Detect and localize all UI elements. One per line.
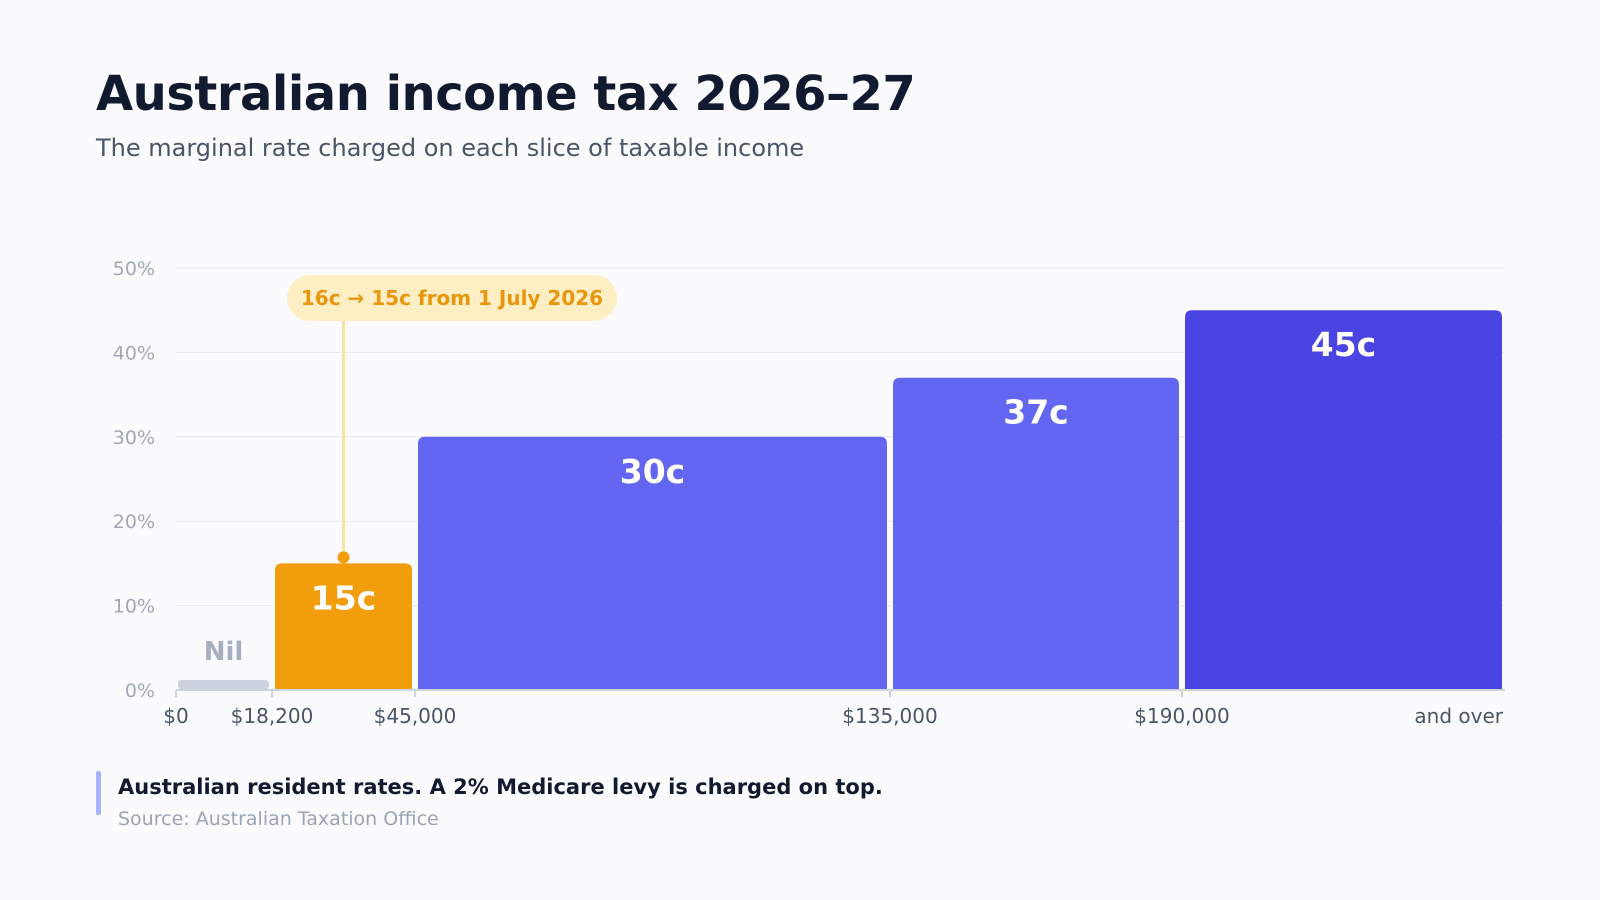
- annotation-text: 16c → 15c from 1 July 2026: [301, 286, 603, 310]
- y-tick-label: 30%: [113, 427, 155, 449]
- x-tick-label: $45,000: [374, 704, 457, 728]
- chart-subtitle: The marginal rate charged on each slice …: [96, 134, 805, 162]
- bar-nil: [178, 680, 269, 689]
- annotation-pill: [287, 275, 617, 321]
- source-note: Source: Australian Taxation Office: [118, 808, 439, 830]
- y-tick-label: 50%: [113, 258, 155, 280]
- chart-title: Australian income tax 2026–27: [96, 66, 916, 122]
- annotation-dot: [337, 551, 350, 564]
- x-tick-label: and over: [1414, 704, 1503, 728]
- bar-label-15c: 15c: [311, 578, 376, 617]
- bar-label-nil: Nil: [204, 637, 244, 667]
- y-tick-label: 10%: [113, 596, 155, 618]
- x-tick-label: $18,200: [231, 704, 314, 728]
- y-tick-label: 40%: [113, 342, 155, 364]
- footnote-accent-bar: [96, 771, 101, 815]
- x-tick-label: $135,000: [842, 704, 937, 728]
- bar-45c: [1185, 310, 1502, 690]
- x-tick-label: $190,000: [1134, 704, 1229, 728]
- bar-label-45c: 45c: [1311, 325, 1376, 364]
- bar-label-30c: 30c: [620, 452, 685, 491]
- y-tick-label: 20%: [113, 511, 155, 533]
- y-tick-label: 0%: [125, 680, 155, 702]
- bar-15c: [275, 563, 412, 690]
- bar-30c: [418, 436, 887, 690]
- bar-label-37c: 37c: [1003, 393, 1068, 432]
- bar-37c: [893, 377, 1179, 690]
- x-tick-label: $0: [163, 704, 188, 728]
- footnote: Australian resident rates. A 2% Medicare…: [118, 775, 883, 799]
